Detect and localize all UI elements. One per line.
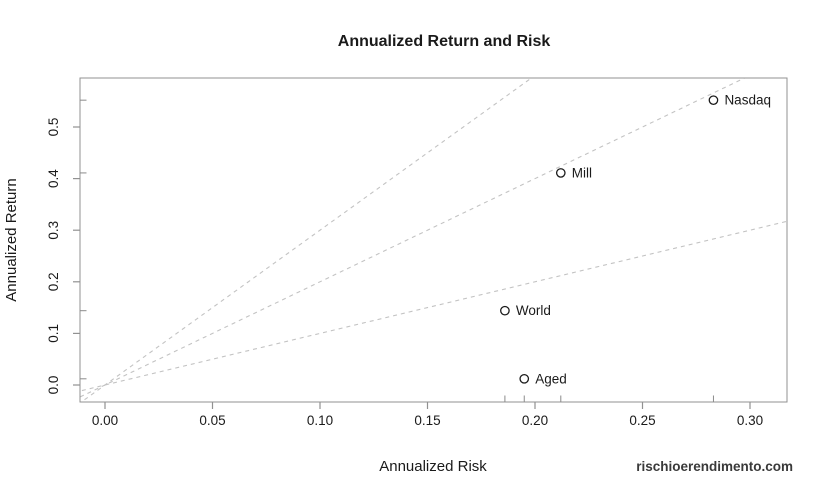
data-point [500,305,510,316]
data-point-label: Nasdaq [724,93,771,108]
y-axis-tick-label: 0.1 [46,324,61,343]
y-axis-tick-label: 0.5 [46,118,61,137]
x-axis-label: Annualized Risk [379,458,487,475]
y-axis-tick-label: 0.2 [46,272,61,291]
y-axis-tick-label: 0.3 [46,221,61,240]
data-point [555,168,566,178]
x-axis-tick-label: 0.00 [92,413,118,428]
reference-line-sharpe-1 [80,220,787,392]
reference-lines-layer [80,78,787,402]
axes-layer: 0.00 0.05 0.10 0.15 0.20 0.25 0.30 0.0 0.1 0.2 0.3… [46,118,763,428]
data-point-label: Mill [572,165,592,180]
y-axis-tick-label: 0.4 [46,169,61,188]
x-axis-tick-label: 0.15 [414,413,440,428]
watermark-text: rischioerendimento.com [636,459,793,474]
plot-area [79,77,788,403]
chart-title: Annualized Return and Risk [338,33,551,50]
data-points-layer: Nasdaq Mill World Aged [500,93,771,386]
x-axis-tick-label: 0.30 [737,413,763,428]
data-point [519,373,530,384]
y-axis-tick-label: 0.0 [46,376,61,395]
rug-marks-layer [80,99,714,402]
x-axis-tick-label: 0.25 [629,413,655,428]
reference-line-sharpe-2 [80,78,746,398]
reference-line-sharpe-3 [80,78,533,402]
x-axis-tick-label: 0.05 [199,413,225,428]
x-axis-tick-label: 0.20 [522,413,548,428]
data-point-label: Aged [535,371,567,386]
data-point [708,95,719,106]
data-point-label: World [516,303,551,318]
y-axis-label: Annualized Return [3,178,20,301]
x-axis-tick-label: 0.10 [307,413,333,428]
